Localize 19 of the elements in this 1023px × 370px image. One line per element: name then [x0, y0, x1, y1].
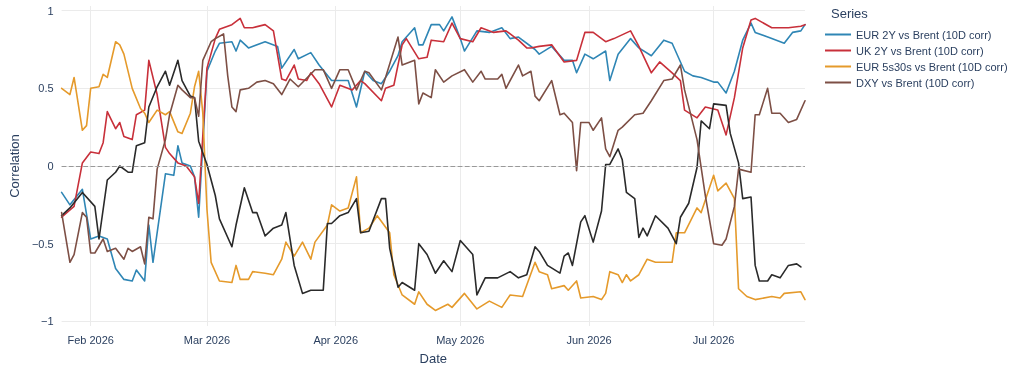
y-tick-label: 1	[47, 4, 54, 17]
y-tick-label: −1	[41, 315, 54, 328]
line-series	[60, 17, 806, 219]
y-tick-label: 0.5	[38, 82, 54, 95]
legend-label: EUR 5s30s vs Brent (10D corr)	[856, 60, 1008, 73]
x-tick-label: Jun 2026	[566, 333, 612, 346]
legend-label: EUR 2Y vs Brent (10D corr)	[856, 28, 992, 41]
x-tick-label: Apr 2026	[313, 333, 359, 346]
legend-label: DXY vs Brent (10D corr)	[856, 76, 975, 89]
y-tick-label: −0.5	[31, 237, 54, 250]
legend-title: Series	[831, 6, 869, 21]
x-tick-label: Jul 2026	[692, 333, 735, 346]
y-axis-title: Correlation	[7, 134, 22, 198]
x-tick-label: Mar 2026	[183, 333, 231, 346]
y-tick-label: 0	[47, 160, 54, 172]
x-tick-label: Feb 2026	[67, 333, 114, 346]
x-axis-title: Date	[419, 351, 448, 366]
x-tick-label: May 2026	[436, 333, 485, 346]
legend-label: UK 2Y vs Brent (10D corr)	[856, 44, 984, 57]
